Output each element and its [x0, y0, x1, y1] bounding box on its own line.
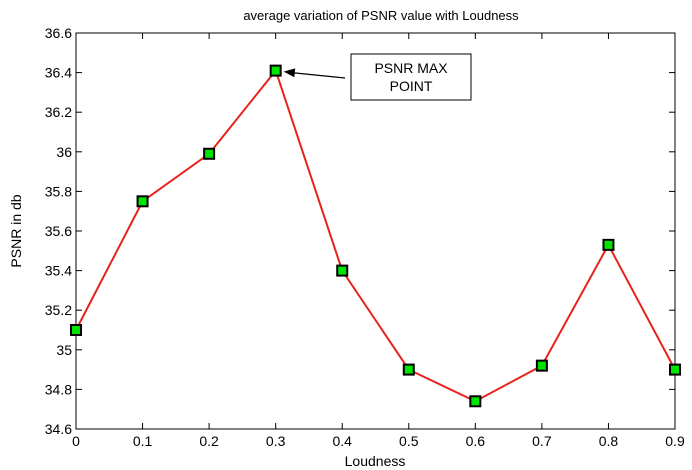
y-tick-label-10: 36.6 [45, 25, 72, 41]
chart-title: average variation of PSNR value with Lou… [243, 8, 519, 23]
x-tick-label-0: 0 [72, 433, 80, 449]
annotation-arrow-shaft [291, 72, 346, 79]
y-tick-label-6: 35.8 [45, 183, 72, 199]
x-tick-label-6: 0.6 [466, 433, 486, 449]
data-point-9 [669, 363, 681, 376]
x-tick-label-4: 0.4 [332, 433, 352, 449]
data-point-4 [336, 264, 349, 277]
data-point-8 [602, 238, 615, 251]
x-tick-label-8: 0.8 [599, 433, 619, 449]
tick-labels: 0 0.1 0.2 0.3 0.4 0.5 0.6 0.7 0.8 0.9 34.6 34.8 35 35… [45, 25, 685, 449]
psnr-max-annotation: PSNR MAX POINT [283, 53, 472, 101]
x-tick-label-3: 0.3 [266, 433, 286, 449]
y-axis-label: PSNR in db [8, 194, 24, 267]
x-axis-label: Loudness [345, 453, 406, 469]
y-tick-label-0: 34.6 [45, 421, 72, 437]
annotation-line-0: PSNR MAX [374, 60, 448, 76]
series-line-0 [75, 68, 676, 403]
data-point-5 [402, 363, 415, 376]
data-point-3 [269, 64, 282, 77]
data-point-2 [203, 147, 216, 160]
y-tick-label-8: 36.2 [45, 104, 72, 120]
annotation-box [350, 53, 472, 101]
y-tick-label-1: 34.8 [45, 381, 72, 397]
y-tick-label-2: 35 [56, 342, 72, 358]
x-tick-label-5: 0.5 [399, 433, 419, 449]
annotation-line-1: POINT [390, 78, 433, 94]
annotation-arrow-head [283, 68, 296, 78]
axis-ticks [75, 32, 676, 430]
x-tick-label-2: 0.2 [199, 433, 219, 449]
data-point-0 [70, 324, 82, 336]
x-tick-label-7: 0.7 [532, 433, 552, 449]
x-tick-label-9: 0.9 [665, 433, 685, 449]
y-tick-label-9: 36.4 [45, 65, 72, 81]
series-psnr [70, 64, 681, 408]
y-tick-label-7: 36 [56, 144, 72, 160]
y-tick-label-3: 35.2 [45, 302, 72, 318]
y-tick-label-4: 35.4 [45, 263, 72, 279]
data-point-6 [469, 395, 482, 408]
y-tick-label-5: 35.6 [45, 223, 72, 239]
data-point-1 [136, 195, 149, 208]
x-tick-label-1: 0.1 [133, 433, 153, 449]
data-point-7 [535, 359, 548, 372]
